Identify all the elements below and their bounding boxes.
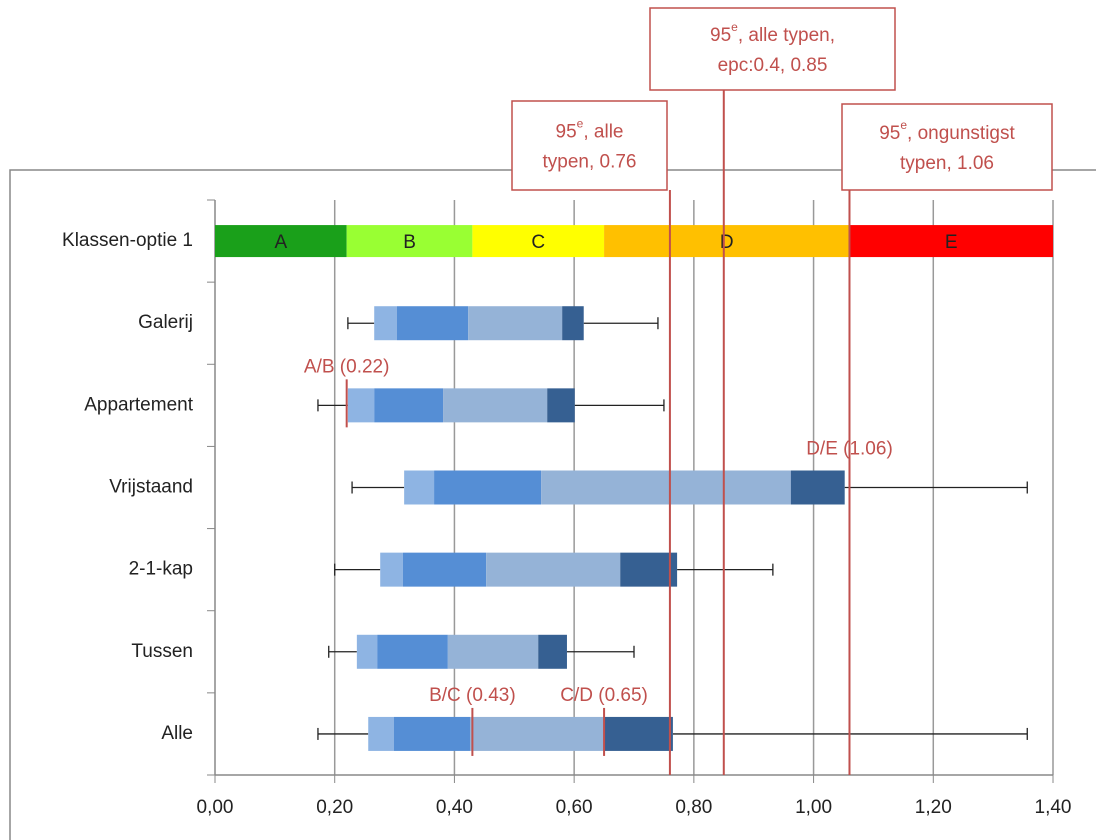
box-segment xyxy=(368,716,394,751)
class-label: D xyxy=(720,232,734,253)
box-segment xyxy=(404,470,435,505)
callout-text-part: , alle xyxy=(583,122,623,143)
callout-text: typen, 1.06 xyxy=(900,153,994,174)
box-segment xyxy=(396,306,469,341)
class-label: E xyxy=(945,232,958,253)
callout-text: 95e, ongunstigst xyxy=(879,118,1015,144)
box-segment xyxy=(374,306,397,341)
callout-text-part: 95 xyxy=(879,123,900,144)
class-label: A xyxy=(274,232,287,253)
box-segment xyxy=(356,634,378,669)
box-segment xyxy=(443,388,548,423)
callout-text-part: 95 xyxy=(710,25,731,46)
callout-box xyxy=(649,7,896,91)
x-tick-label: 0,00 xyxy=(197,797,234,818)
callout-text: 95e, alle typen, xyxy=(710,20,835,46)
boundary-label: C/D (0.65) xyxy=(560,685,648,706)
x-tick-label: 1,40 xyxy=(1035,797,1072,818)
class-band xyxy=(849,225,1053,258)
box-segment xyxy=(377,634,448,669)
callout-text-part: typen, 0.76 xyxy=(542,152,636,173)
class-band xyxy=(215,225,347,258)
callout-box xyxy=(841,103,1053,191)
callout-text-part: , alle typen, xyxy=(738,25,835,46)
x-tick-label: 0,80 xyxy=(675,797,712,818)
chart-frame xyxy=(9,169,1096,840)
callout-text: 95e, alle xyxy=(556,117,624,143)
y-tick-label: 2-1-kap xyxy=(129,559,193,580)
y-tick-label: Vrijstaand xyxy=(109,477,193,498)
callout-text: typen, 0.76 xyxy=(542,152,636,173)
box-segment xyxy=(620,552,678,587)
x-tick-label: 1,20 xyxy=(915,797,952,818)
box-segment xyxy=(486,552,621,587)
box-segment xyxy=(562,306,584,341)
callout-text-part: epc:0.4, 0.85 xyxy=(718,55,828,76)
box-segment xyxy=(434,470,542,505)
callout-text-part: typen, 1.06 xyxy=(900,153,994,174)
box-segment xyxy=(468,306,563,341)
x-tick-label: 1,00 xyxy=(795,797,832,818)
box-segment xyxy=(547,388,575,423)
x-tick-label: 0,40 xyxy=(436,797,473,818)
boundary-label: B/C (0.43) xyxy=(429,685,516,706)
y-tick-label: Galerij xyxy=(138,312,193,333)
class-label: C xyxy=(531,232,545,253)
box-segment xyxy=(380,552,403,587)
box-segment xyxy=(402,552,487,587)
boundary-label: A/B (0.22) xyxy=(304,356,390,377)
box-segment xyxy=(447,634,539,669)
y-tick-label: Klassen-optie 1 xyxy=(62,230,193,251)
box-segment xyxy=(393,716,470,751)
box-segment xyxy=(790,470,845,505)
y-tick-label: Alle xyxy=(161,723,193,744)
callout-superscript: e xyxy=(900,118,907,132)
class-label: B xyxy=(403,232,416,253)
callout-superscript: e xyxy=(577,117,584,131)
box-segment xyxy=(347,388,375,423)
class-band xyxy=(604,225,850,258)
box-segment xyxy=(604,716,673,751)
callout-text-part: , ongunstigst xyxy=(907,123,1015,144)
y-tick-label: Appartement xyxy=(84,394,194,415)
class-band xyxy=(346,225,473,258)
x-tick-label: 0,60 xyxy=(556,797,593,818)
y-tick-label: Tussen xyxy=(131,641,193,662)
box-segment xyxy=(374,388,444,423)
box-segment xyxy=(538,634,567,669)
box-segment xyxy=(541,470,791,505)
callout-superscript: e xyxy=(731,20,738,34)
x-tick-label: 0,20 xyxy=(316,797,353,818)
callout-text: epc:0.4, 0.85 xyxy=(718,55,828,76)
callout-box xyxy=(511,100,668,191)
class-band xyxy=(472,225,605,258)
box-segment xyxy=(469,716,605,751)
callout-text-part: 95 xyxy=(556,122,577,143)
